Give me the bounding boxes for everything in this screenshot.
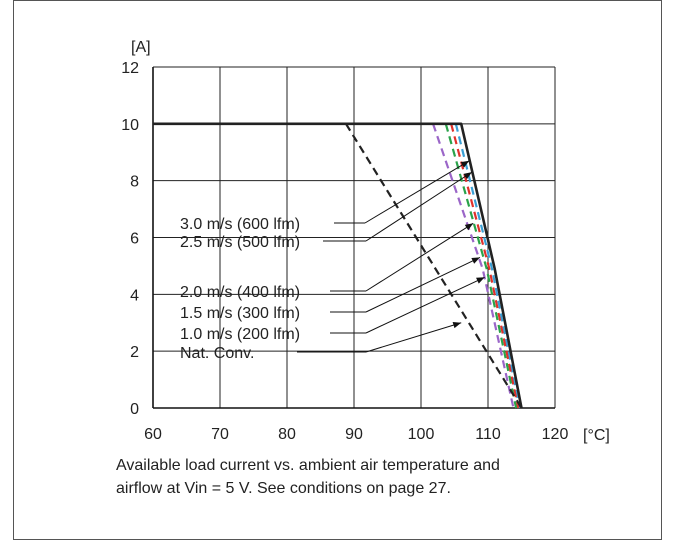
series-line-2 (450, 123, 520, 409)
annotation-pointer (365, 276, 485, 334)
annotation-pointer (365, 222, 474, 292)
annotation-label: 2.5 m/s (500 lfm) (180, 234, 300, 251)
annotation-pointer (365, 171, 473, 242)
annotation-pointer (365, 256, 481, 313)
x-tick-label: 80 (278, 426, 296, 443)
annotation-arrowhead (460, 160, 470, 168)
y-tick-label: 0 (130, 401, 139, 418)
series-line-3 (444, 123, 518, 409)
series-line-5 (345, 123, 523, 409)
annotation-arrowhead (463, 172, 472, 180)
x-tick-label: 70 (211, 426, 229, 443)
annotation-arrowhead (464, 223, 474, 231)
annotation-label: 2.0 m/s (400 lfm) (180, 284, 300, 301)
series-line-4 (432, 123, 515, 409)
figure-caption: Available load current vs. ambient air t… (116, 454, 636, 500)
annotation-pointer (365, 322, 462, 353)
y-tick-label: 12 (121, 60, 139, 77)
x-tick-label: 120 (542, 426, 569, 443)
annotation-label: 1.0 m/s (200 lfm) (180, 326, 300, 343)
annotation-arrowhead (471, 257, 480, 264)
caption-line-2: airflow at Vin = 5 V. See conditions on … (116, 480, 451, 497)
caption-line-1: Available load current vs. ambient air t… (116, 457, 500, 474)
x-tick-label: 100 (408, 426, 435, 443)
series-line-1 (454, 123, 521, 409)
data-series (153, 122, 523, 409)
annotation-label: 1.5 m/s (300 lfm) (180, 305, 300, 322)
y-tick-label: 2 (130, 344, 139, 361)
x-axis-label: [°C] (583, 427, 610, 444)
series-annotations: 3.0 m/s (600 lfm)2.5 m/s (500 lfm) 2.0 m/… (180, 160, 485, 362)
annotation-label: Nat. Conv. (180, 345, 254, 362)
annotation-arrowhead (476, 277, 485, 284)
y-tick-label: 10 (121, 117, 139, 134)
x-tick-label: 110 (475, 426, 501, 443)
annotation-arrowhead (452, 322, 462, 329)
series-line-0 (153, 122, 523, 409)
y-tick-label: 8 (130, 174, 139, 191)
y-tick-label: 6 (130, 231, 139, 248)
annotation-label: 3.0 m/s (600 lfm) (180, 216, 300, 233)
y-axis-label: [A] (131, 39, 151, 56)
annotation-pointer (364, 160, 470, 224)
tick-labels: 60 70 80 90 100 110 120 0 2 4 6 8 10 12 (121, 60, 568, 443)
y-tick-label: 4 (130, 287, 139, 304)
x-tick-label: 90 (345, 426, 363, 443)
x-tick-label: 60 (144, 426, 162, 443)
